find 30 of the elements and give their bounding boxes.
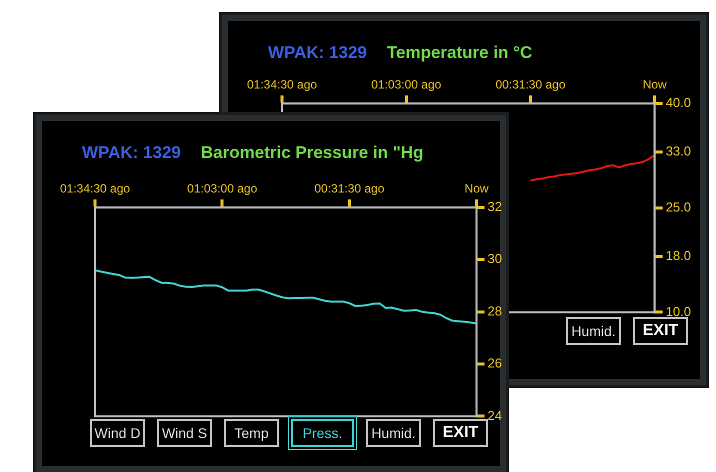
y-tick-label: 28 bbox=[488, 303, 502, 318]
text: Humid. bbox=[566, 317, 621, 345]
text: Press. bbox=[291, 419, 354, 447]
text: EXIT bbox=[433, 419, 488, 447]
x-tick-label: 00:31:30 ago bbox=[495, 78, 566, 92]
text: Humid. bbox=[366, 419, 421, 447]
x-tick-label: 01:03:00 ago bbox=[371, 78, 442, 92]
y-tick-label: 24 bbox=[488, 408, 502, 423]
y-tick-label: 26 bbox=[488, 356, 502, 371]
y-tick-label: 18.0 bbox=[666, 248, 692, 264]
chart-subtitle: WPAK: 1329 bbox=[268, 43, 367, 62]
text: EXIT bbox=[633, 317, 688, 345]
x-tick-label: 01:03:00 ago bbox=[187, 182, 258, 196]
x-tick-label: 00:31:30 ago bbox=[314, 182, 385, 196]
text: Wind D bbox=[90, 419, 145, 447]
y-tick-label: 33.0 bbox=[666, 144, 692, 159]
x-tick-label: Now bbox=[464, 182, 489, 196]
text: Wind S bbox=[157, 419, 212, 447]
x-tick-label: 01:34:30 ago bbox=[60, 182, 130, 196]
y-tick-label: 40.0 bbox=[666, 94, 692, 110]
y-tick-label: 32 bbox=[488, 198, 502, 214]
y-tick-label: 25.0 bbox=[666, 199, 692, 214]
y-tick-label: 30 bbox=[488, 251, 502, 266]
chart-title: Barometric Pressure in "Hg bbox=[200, 143, 424, 162]
y-tick-label: 10.0 bbox=[666, 304, 692, 319]
x-tick-label: 01:34:30 ago bbox=[246, 78, 318, 92]
chart-subtitle: WPAK: 1329 bbox=[82, 143, 181, 162]
x-tick-label: Now bbox=[642, 78, 668, 92]
chart-title: Temperature in °C bbox=[386, 43, 532, 62]
text: Temp bbox=[224, 419, 279, 447]
